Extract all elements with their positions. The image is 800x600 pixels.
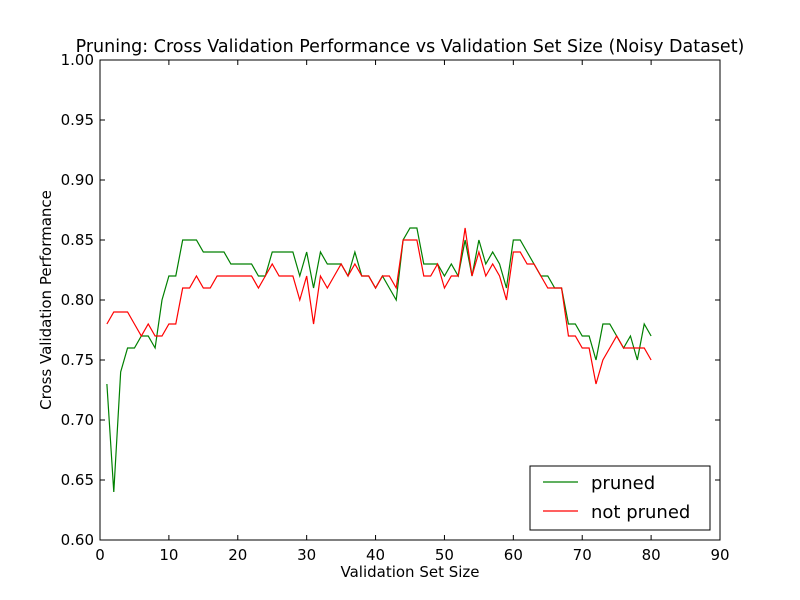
x-tick-label: 50 (435, 546, 454, 564)
y-tick-label: 0.65 (61, 471, 94, 489)
y-tick-label: 0.85 (61, 231, 94, 249)
y-tick-label: 1.00 (61, 51, 94, 69)
legend-label-pruned: pruned (591, 473, 655, 494)
x-tick-label: 0 (95, 546, 105, 564)
legend-box (529, 465, 711, 531)
chart-title: Pruning: Cross Validation Performance vs… (76, 37, 745, 57)
y-tick-label: 0.90 (61, 171, 94, 189)
legend-label-not-pruned: not pruned (591, 502, 690, 523)
y-tick-label: 0.80 (61, 291, 94, 309)
y-tick-label: 0.95 (61, 111, 94, 129)
x-tick-label: 30 (297, 546, 316, 564)
x-tick-label: 80 (642, 546, 661, 564)
axes: 0 10 20 30 40 50 60 70 80 90 0.60 0.65 0.70 0.75 0.80 0… (61, 51, 730, 564)
x-tick-label: 90 (710, 546, 729, 564)
x-tick-label: 40 (366, 546, 385, 564)
y-tick-label: 0.70 (61, 411, 94, 429)
x-tick-label: 10 (159, 546, 178, 564)
x-tick-label: 60 (504, 546, 523, 564)
x-tick-label: 20 (228, 546, 247, 564)
legend: pruned not pruned (529, 465, 711, 531)
x-tick-label: 70 (573, 546, 592, 564)
x-axis-label: Validation Set Size (340, 563, 479, 581)
y-tick-label: 0.60 (61, 531, 94, 549)
plot-lines (106, 227, 652, 493)
y-axis-label: Cross Validation Performance (37, 190, 55, 410)
y-tick-label: 0.75 (61, 351, 94, 369)
series-line-not-pruned (106, 227, 652, 385)
